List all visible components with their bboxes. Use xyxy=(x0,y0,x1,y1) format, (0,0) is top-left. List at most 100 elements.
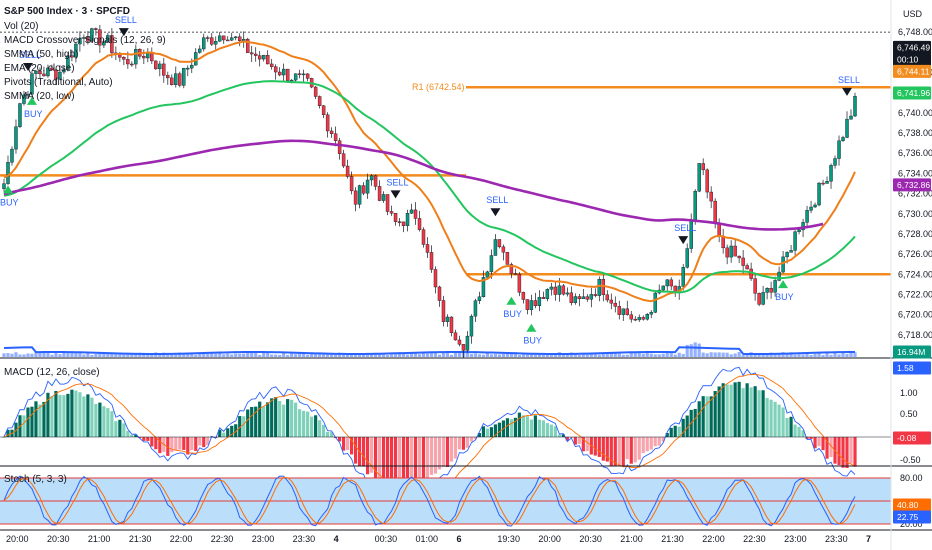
candle-body xyxy=(817,182,821,206)
macd-histogram-bar xyxy=(74,390,78,437)
stoch-tick: 80.00 xyxy=(900,473,923,483)
macd-histogram-bar xyxy=(813,437,817,449)
candle-body xyxy=(357,185,362,205)
macd-histogram-bar xyxy=(561,434,565,437)
indicator-legend-item: EMA (20, close) xyxy=(4,63,75,74)
sell-marker-icon xyxy=(390,190,401,199)
candle-body xyxy=(421,229,426,245)
macd-histogram-bar xyxy=(385,437,390,487)
candle-body xyxy=(397,221,402,223)
candles[interactable] xyxy=(2,24,857,359)
candle-body xyxy=(369,175,374,181)
macd-histogram-bar xyxy=(70,389,74,437)
macd-histogram-bar xyxy=(322,424,326,437)
candle-body xyxy=(637,317,641,321)
volume-bar xyxy=(194,354,198,357)
volume-bar xyxy=(22,354,26,357)
volume-bar xyxy=(349,353,354,357)
sell-label: SELL xyxy=(674,223,696,233)
buy-label: BUY xyxy=(775,292,794,302)
volume-bar xyxy=(385,354,390,357)
macd-histogram-bar xyxy=(533,415,537,437)
candle-body xyxy=(329,130,334,134)
volume-bar xyxy=(334,354,338,357)
volume-bar xyxy=(401,353,406,357)
candle-body xyxy=(757,293,761,305)
candle-body xyxy=(174,73,178,85)
candle-body xyxy=(273,66,278,73)
candle-body xyxy=(74,43,78,58)
candle-body xyxy=(317,96,322,107)
candle-body xyxy=(253,53,258,56)
volume-bar xyxy=(274,354,278,357)
macd-histogram-bar xyxy=(142,437,146,441)
candle-body xyxy=(222,35,226,41)
candle-body xyxy=(393,213,398,222)
volume-bar xyxy=(425,353,430,357)
volume-bar xyxy=(521,353,525,357)
macd-histogram-bar xyxy=(633,437,637,463)
candle-body xyxy=(293,73,298,81)
volume-bar xyxy=(206,353,210,357)
macd-histogram-bar xyxy=(90,397,94,437)
volume-bar xyxy=(573,353,577,357)
volume-bar xyxy=(441,352,446,357)
volume-bar xyxy=(198,352,202,357)
macd-histogram-bar xyxy=(417,437,422,485)
stoch-title: Stoch (5, 3, 3) xyxy=(4,474,67,485)
macd-histogram-bar xyxy=(717,386,721,437)
volume-bar xyxy=(825,352,829,357)
ema-badge-text: 6,744.11 xyxy=(897,66,930,76)
volume-bar xyxy=(357,353,362,357)
candle-body xyxy=(749,268,753,279)
volume-bar xyxy=(42,352,46,357)
volume-bar xyxy=(90,354,94,357)
smma-high-badge xyxy=(893,86,931,100)
macd-histogram-bar xyxy=(845,437,849,468)
price-tick: 6,718.00 xyxy=(898,330,932,340)
volume-bar xyxy=(393,354,398,357)
candle-body xyxy=(158,63,162,70)
volume-bar xyxy=(54,352,58,357)
candle-body xyxy=(106,35,110,42)
macd-histogram-bar xyxy=(725,384,729,437)
candle-body xyxy=(405,213,410,226)
macd-histogram-bar xyxy=(613,437,617,466)
candle-body xyxy=(589,294,594,300)
candle-body xyxy=(6,162,10,184)
candle-body xyxy=(465,335,470,351)
macd-histogram-bar xyxy=(565,437,569,441)
volume-bar xyxy=(58,354,62,357)
volume-bar xyxy=(829,354,833,357)
volume-bar xyxy=(98,353,102,357)
macd-histogram-bar xyxy=(338,437,342,442)
candle-body xyxy=(541,297,546,299)
macd-histogram-bar xyxy=(541,420,545,437)
candle-body xyxy=(190,64,194,69)
macd-histogram-bar xyxy=(525,416,529,437)
volume-bar xyxy=(30,353,34,357)
candle-body xyxy=(641,317,645,320)
candle-body xyxy=(409,209,414,214)
macd-histogram-bar xyxy=(429,437,434,475)
time-tick: 22:30 xyxy=(211,534,234,544)
macd-histogram-bar xyxy=(433,437,438,474)
volume-bar xyxy=(290,353,294,357)
macd-histogram-bar xyxy=(250,406,254,437)
macd-histogram-bar xyxy=(705,396,709,437)
countdown-badge xyxy=(893,52,931,66)
volume-bar xyxy=(449,354,454,357)
volume-bar xyxy=(409,353,414,357)
macd-histogram-bar xyxy=(409,437,414,485)
candle-body xyxy=(781,256,785,273)
volume-bar xyxy=(645,352,649,357)
volume-bar xyxy=(485,352,490,357)
macd-histogram-bar xyxy=(741,388,745,437)
candle-body xyxy=(66,55,70,70)
volume-bar xyxy=(609,352,613,357)
macd-histogram-bar xyxy=(805,437,809,439)
volume-bar xyxy=(214,353,218,357)
candle-body xyxy=(517,273,522,293)
volume-bar xyxy=(114,354,118,357)
smma-high-line xyxy=(3,80,856,294)
